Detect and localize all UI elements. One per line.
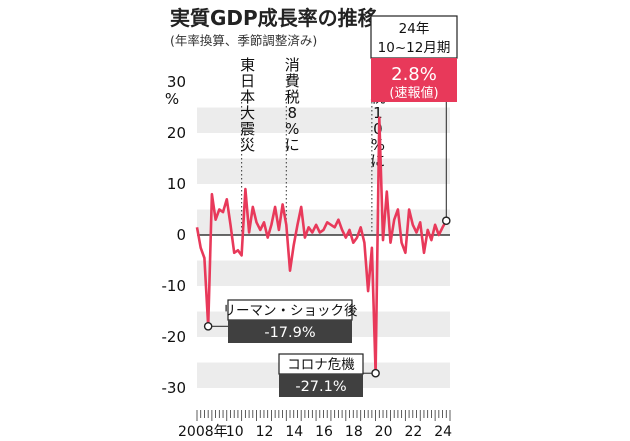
lehman-callout: リーマン・ショック後 -17.9% [212, 299, 358, 343]
highlight-point [371, 368, 380, 378]
lehman-label: リーマン・ショック後 [223, 303, 358, 319]
event-annotation: 東日本大震災 [240, 56, 255, 232]
y-tick-label: -10 [162, 277, 187, 295]
latest-value-box [371, 58, 457, 102]
x-tick-label: 10 [226, 424, 244, 440]
highlight-point [441, 216, 451, 226]
grid-stripe [197, 158, 450, 184]
y-unit-label: % [165, 90, 179, 108]
highlight-point [203, 321, 213, 331]
event-label: 東日本大震災 [240, 56, 255, 154]
chart-subtitle: (年率換算、季節調整済み) [170, 33, 318, 48]
chart-title: 実質GDP成長率の推移 [170, 6, 378, 30]
period-box [370, 15, 458, 59]
y-tick-label: 0 [176, 226, 186, 244]
latest-callout: 24年 10~12月期 2.8%(速報値) [370, 15, 458, 217]
x-tick-label: 20 [375, 424, 393, 440]
latest-value: 2.8% [391, 64, 437, 85]
x-tick-label: 18 [345, 424, 363, 440]
latest-note: (速報値) [389, 85, 438, 101]
y-tick-label: -20 [162, 328, 187, 346]
corona-callout: コロナ危機 -27.1% [278, 353, 372, 397]
grid-stripe [197, 107, 450, 133]
callout-value-box [228, 320, 352, 343]
y-tick-label: 10 [167, 175, 186, 193]
corona-label: コロナ危機 [287, 357, 355, 373]
event-annotation: 消費税 8 %に [285, 56, 300, 232]
callout-value-box [279, 374, 363, 397]
x-tick-label: 22 [404, 424, 422, 440]
x-tick-label: 14 [285, 424, 303, 440]
event-label: 消費税 8 %に [285, 56, 300, 154]
x-tick-label: 24 [434, 424, 452, 440]
x-tick-label: 12 [256, 424, 274, 440]
corona-value: -27.1% [295, 379, 346, 395]
gdp-line [195, 116, 448, 375]
period-quarter: 10~12月期 [378, 40, 451, 56]
x-tick-label: 16 [315, 424, 333, 440]
lehman-value: -17.9% [264, 325, 315, 341]
y-tick-label: 30 [167, 73, 186, 91]
y-tick-label: 20 [167, 124, 186, 142]
y-tick-label: -30 [162, 379, 187, 397]
x-tick-label: 2008年 [178, 424, 228, 440]
period-year: 24年 [399, 21, 430, 37]
grid-stripe [197, 260, 450, 286]
